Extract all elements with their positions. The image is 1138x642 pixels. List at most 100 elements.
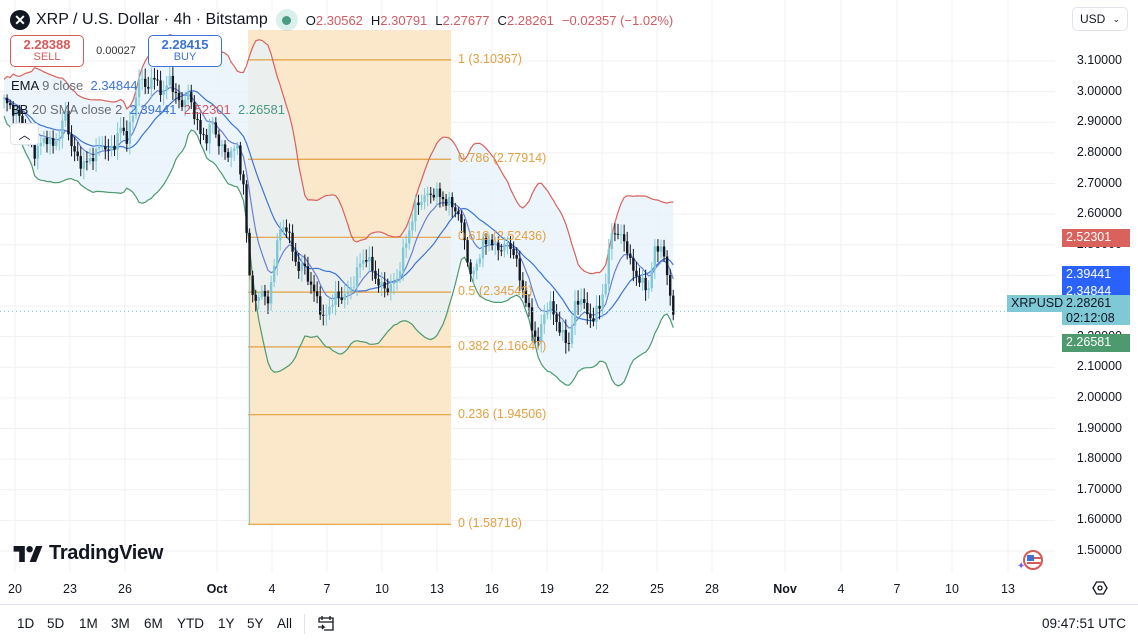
bb-basis-value: 2.39441 <box>129 102 177 117</box>
time-axis-label: 10 <box>945 582 959 596</box>
range-button-1d[interactable]: 1D <box>17 616 35 631</box>
sell-price: 2.28388 <box>23 37 71 52</box>
sparkle-icon: ✦ <box>1017 561 1026 572</box>
settings-icon <box>1092 581 1108 595</box>
time-axis-label: 7 <box>893 582 901 596</box>
price-axis-label: 3.10000 <box>1076 53 1122 67</box>
fib-level-label: 0 (1.58716) <box>458 516 522 531</box>
change-value: −0.02357 (−1.02%) <box>561 12 674 28</box>
fib-level-label: 0.236 (1.94506) <box>458 406 547 421</box>
time-axis-label: 10 <box>375 582 389 596</box>
price-axis-label: 2.00000 <box>1076 389 1122 404</box>
range-button-ytd[interactable]: YTD <box>177 616 204 631</box>
fib-level-label: 0.5 (2.34542) <box>458 284 533 299</box>
price-axis-label: 3.00000 <box>1076 83 1122 98</box>
price-axis-label: 2.90000 <box>1076 114 1122 129</box>
close-label: C <box>497 12 507 28</box>
fib-level-label: 0.786 (2.77914) <box>458 151 547 166</box>
close-value: 2.28261 <box>506 12 554 28</box>
range-button-5y[interactable]: 5Y <box>247 616 264 631</box>
market-status-icon <box>275 9 298 31</box>
price-axis-label: 1.50000 <box>1076 543 1122 557</box>
fib-level-label: 0.618 (2.52436) <box>458 229 547 244</box>
time-axis-label: 7 <box>323 582 331 596</box>
price-axis-label: 2.70000 <box>1076 175 1122 190</box>
buy-price: 2.28415 <box>161 37 209 52</box>
toolbar-divider <box>304 614 305 634</box>
range-button-6m[interactable]: 6M <box>144 616 163 631</box>
bb-params: 20 SMA close 2 <box>31 102 123 117</box>
calendar-goto-icon <box>318 616 334 631</box>
sell-button[interactable]: 2.28388 SELL <box>10 35 84 67</box>
price-axis-label: 1.90000 <box>1076 420 1122 435</box>
low-label: L <box>435 12 443 28</box>
date-range-button[interactable] <box>316 613 336 638</box>
time-axis-label: 13 <box>430 582 444 596</box>
flag-event-icon[interactable] <box>1023 550 1043 570</box>
price-axis-label: 2.60000 <box>1076 206 1122 221</box>
currency-select[interactable]: USD ⌄ <box>1072 7 1128 31</box>
range-button-5d[interactable]: 5D <box>47 616 65 631</box>
trade-panel: 2.28388 SELL 0.00027 2.28415 BUY <box>10 35 222 67</box>
time-axis-label: 22 <box>595 582 609 596</box>
time-axis-label: 4 <box>268 582 276 596</box>
ema-params: 9 close <box>42 78 84 93</box>
range-button-1m[interactable]: 1M <box>79 616 98 631</box>
price-axis-label: 2.80000 <box>1076 144 1122 159</box>
time-axis-label: 16 <box>485 582 499 596</box>
chevron-up-icon: ︿ <box>18 127 31 142</box>
tradingview-wordmark: TradingView <box>49 542 164 564</box>
time-axis-label: Nov <box>773 582 797 596</box>
buy-button[interactable]: 2.28415 BUY <box>148 35 222 67</box>
price-tag: 2.39441 <box>1062 266 1130 284</box>
price-tag: 2.52301 <box>1062 229 1130 247</box>
range-button-1y[interactable]: 1Y <box>218 616 235 631</box>
price-axis-label: 2.10000 <box>1076 359 1122 374</box>
range-button-3m[interactable]: 3M <box>111 616 130 631</box>
time-axis-label: 19 <box>540 582 554 596</box>
bb-lower-value: 2.26581 <box>238 102 285 117</box>
xrp-logo-icon: ✕ <box>10 10 30 30</box>
ema-value: 2.34844 <box>90 78 138 93</box>
price-tag: 2.28261 02:12:08 <box>1062 295 1130 325</box>
symbol-tag: XRPUSD <box>1007 295 1064 312</box>
high-value: 2.30791 <box>380 12 428 28</box>
time-axis-label: 25 <box>650 582 664 596</box>
axis-settings-button[interactable] <box>1092 580 1108 601</box>
price-axis-label: 1.70000 <box>1076 481 1122 496</box>
bb-upper-value: 2.52301 <box>183 102 231 117</box>
open-label: O <box>305 12 316 28</box>
ema-legend[interactable]: EMA 9 close 2.34844 <box>11 78 138 93</box>
bb-name: BB <box>11 102 29 117</box>
currency-value: USD <box>1080 12 1106 26</box>
bottom-toolbar: 1D 5D 1M 3M 6M YTD 1Y 5Y All 09:47:51 UTC <box>0 604 1138 642</box>
time-axis-label: 26 <box>118 582 132 596</box>
sell-label: SELL <box>33 51 61 63</box>
range-button-all[interactable]: All <box>277 616 293 631</box>
price-tag: 2.26581 <box>1062 334 1130 352</box>
time-axis-label: 4 <box>837 582 845 596</box>
spread-value: 0.00027 <box>96 45 136 57</box>
tradingview-logo-icon <box>13 545 43 562</box>
collapse-legend-button[interactable]: ︿ <box>10 123 39 145</box>
low-value: 2.27677 <box>442 12 490 28</box>
high-label: H <box>370 12 381 28</box>
price-axis-label: 1.60000 <box>1076 512 1122 527</box>
chevron-down-icon: ⌄ <box>1112 13 1120 24</box>
fib-level-label: 0.382 (2.16647) <box>458 338 547 353</box>
utc-clock[interactable]: 09:47:51 UTC <box>1041 616 1126 631</box>
open-value: 2.30562 <box>315 12 363 28</box>
fib-level-label: 1 (3.10367) <box>458 51 522 66</box>
chart-header: ✕ XRP / U.S. Dollar · 4h · Bitstamp O2.3… <box>10 9 673 31</box>
time-axis-label: 28 <box>705 582 719 596</box>
bb-legend[interactable]: BB 20 SMA close 2 2.39441 2.52301 2.2658… <box>11 102 285 117</box>
time-axis-label: 13 <box>1001 582 1015 596</box>
time-axis-label: Oct <box>206 582 228 596</box>
symbol-title[interactable]: XRP / U.S. Dollar · 4h · Bitstamp <box>36 11 276 29</box>
ema-name: EMA <box>11 78 39 93</box>
price-axis-label: 1.80000 <box>1076 451 1122 466</box>
tradingview-logo[interactable]: TradingView <box>13 542 163 565</box>
price-chart[interactable] <box>0 0 1138 604</box>
buy-label: BUY <box>173 51 197 63</box>
